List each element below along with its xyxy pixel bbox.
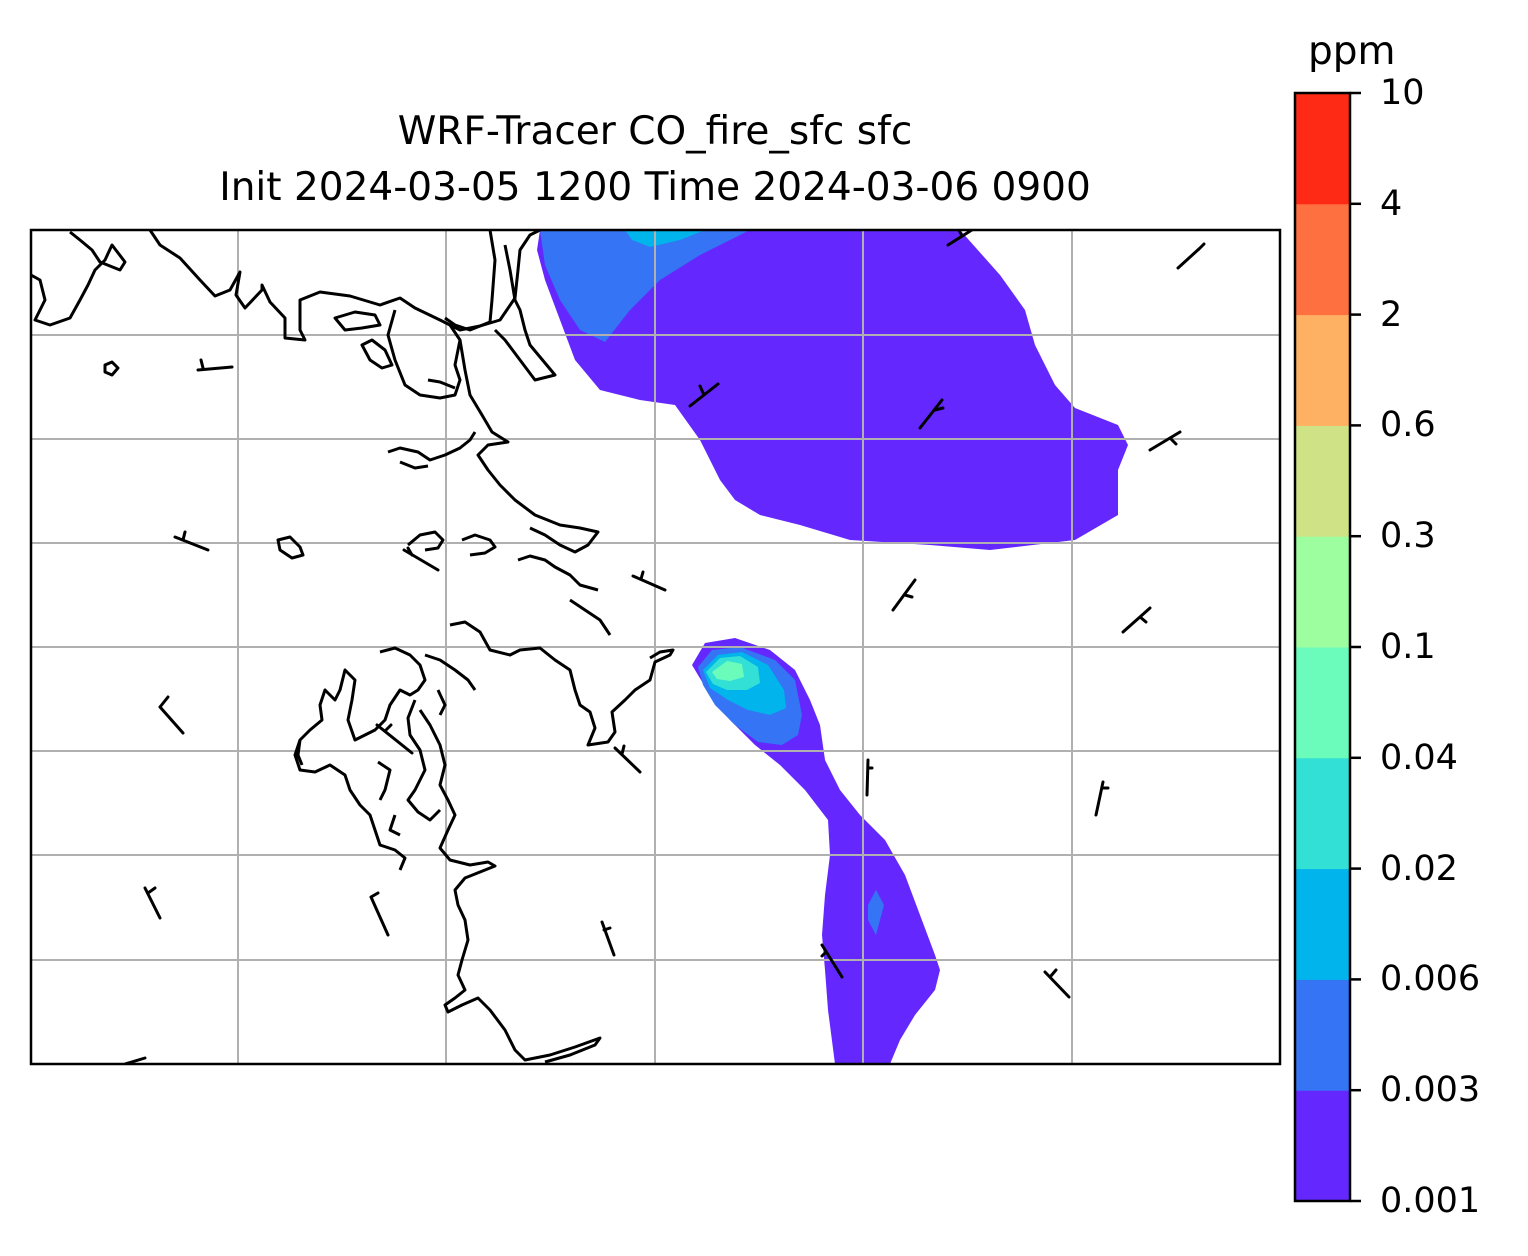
coastline-south-mainland: [449, 620, 675, 747]
colorbar-bin: [1295, 93, 1350, 205]
tracer-plume-north-second: [540, 230, 750, 342]
tracer-plume-south-core: [712, 661, 744, 681]
colorbar-tick-label: 0.001: [1380, 1181, 1481, 1221]
wind-barb: [196, 358, 234, 372]
wind-barb: [1148, 430, 1182, 452]
coastline-inlet-central: [387, 378, 477, 470]
colorbar-tick-label: 0.04: [1380, 737, 1458, 778]
coastlines: [31, 230, 675, 1064]
coastline-islet-mid: [276, 535, 305, 560]
wind-barb: [1121, 606, 1152, 634]
wind-barb: [613, 744, 642, 774]
wind-barb: [820, 943, 844, 979]
wind-barb: [1094, 780, 1110, 817]
coastline-inner-bays: [377, 653, 477, 837]
wind-barb: [402, 546, 440, 572]
colorbar-bin: [1295, 868, 1350, 980]
map-panel: [31, 230, 1280, 1064]
wind-barb: [918, 398, 945, 430]
wind-barb: [688, 382, 720, 408]
colorbar-tick-label: 2: [1380, 294, 1403, 335]
wind-barb: [865, 758, 874, 797]
colorbar-tick-label: 0.02: [1380, 848, 1458, 889]
colorbar-bin: [1295, 314, 1350, 426]
tracer-plume-north-lowest: [537, 230, 1128, 550]
colorbar-bin: [1295, 203, 1350, 316]
wind-barb: [1043, 968, 1071, 999]
coastline-bay-north: [444, 230, 557, 382]
wind-barb: [369, 891, 390, 937]
wind-barb: [891, 578, 917, 612]
colorbar-bin: [1295, 979, 1350, 1091]
colorbar-tick-label: 0.003: [1380, 1070, 1481, 1111]
colorbar-tick-label: 10: [1380, 73, 1425, 113]
wind-barb: [631, 570, 667, 592]
wind-barb: [143, 886, 162, 920]
coastline-islet-west: [103, 360, 120, 377]
coastline-southwest-fjords: [293, 646, 427, 871]
figure-title-line-2: Init 2024-03-05 1200 Time 2024-03-06 090…: [219, 165, 1091, 210]
colorbar-bin: [1295, 757, 1350, 870]
figure-title-line-1: WRF-Tracer CO_fire_sfc sfc: [397, 109, 913, 154]
wind-barb: [600, 920, 616, 957]
colorbar-tick-label: 0.6: [1380, 405, 1436, 446]
wind-barb: [375, 723, 414, 755]
wind-barbs: [123, 230, 1206, 1064]
wind-barb: [173, 530, 210, 552]
coastline-island-small: [333, 310, 382, 332]
tracer-plume-north-third: [625, 230, 705, 247]
wind-barb: [158, 695, 185, 735]
colorbar-tick-label: 0.1: [1380, 627, 1436, 667]
colorbar-tick-label: 0.3: [1380, 516, 1436, 557]
colorbar-bin: [1295, 1090, 1350, 1202]
colorbar-bin: [1295, 647, 1350, 759]
colorbar-tick-label: 0.006: [1380, 959, 1481, 1000]
map-gridlines: [31, 230, 1280, 1064]
colorbar-unit-label: ppm: [1308, 29, 1396, 74]
coastline-northwest: [31, 230, 541, 342]
colorbar-tick-label: 4: [1380, 183, 1403, 224]
map-frame: [29, 228, 1282, 1066]
colorbar-bin: [1295, 536, 1350, 648]
tracer-plume-south-lowest: [692, 638, 940, 1064]
coastline-islands-mid: [407, 530, 612, 636]
wind-barb: [1176, 242, 1206, 270]
tracer-plume-south-small-patch: [868, 890, 884, 935]
coastline-peninsula-central: [386, 309, 600, 554]
coastline-island-small-2: [360, 338, 394, 370]
colorbar: [1293, 91, 1361, 1203]
coastline-south-sound: [418, 709, 602, 1064]
colorbar-bin: [1295, 425, 1350, 537]
